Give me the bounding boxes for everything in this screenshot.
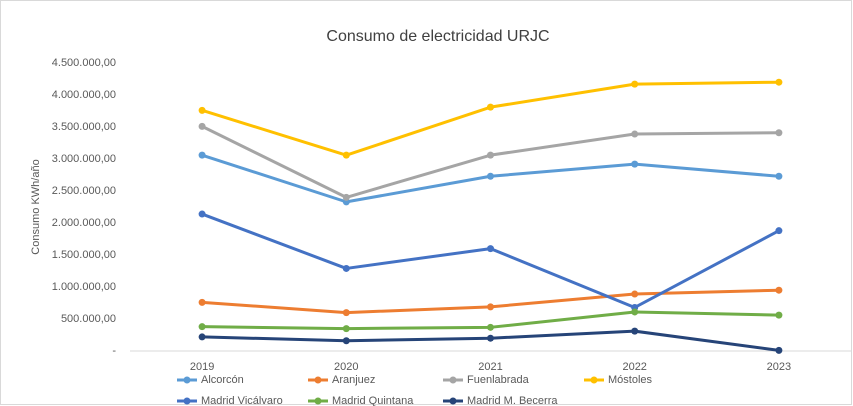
point-marker xyxy=(342,193,350,201)
point-marker xyxy=(775,172,783,180)
x-tick-label: 2022 xyxy=(622,361,646,373)
point-marker xyxy=(487,151,494,159)
legend-marker xyxy=(314,376,322,384)
point-marker xyxy=(487,103,494,111)
x-tick-label: 2019 xyxy=(190,361,214,373)
y-tick-label: 3.500.000,00 xyxy=(52,121,116,133)
legend-marker xyxy=(449,376,457,384)
point-marker xyxy=(775,129,783,137)
y-tick-label: 1.500.000,00 xyxy=(52,249,116,261)
point-marker xyxy=(198,210,206,218)
point-marker xyxy=(198,333,206,341)
legend-marker xyxy=(314,397,322,405)
y-tick-label: 2.000.000,00 xyxy=(52,217,116,229)
point-marker xyxy=(198,323,206,331)
chart-title: Consumo de electricidad URJC xyxy=(326,28,549,45)
point-marker xyxy=(775,286,783,294)
y-tick-label: 3.000.000,00 xyxy=(52,153,116,165)
y-tick-label: 4.500.000,00 xyxy=(52,57,116,69)
y-tick-label: 500.000,00 xyxy=(61,313,116,325)
legend-label: Madrid Vicálvaro xyxy=(201,395,283,406)
point-marker xyxy=(342,151,350,159)
point-marker xyxy=(342,264,350,272)
legend-marker xyxy=(183,376,191,384)
legend-marker xyxy=(590,376,598,384)
point-marker xyxy=(631,308,639,316)
y-tick-label: 1.000.000,00 xyxy=(52,281,116,293)
point-marker xyxy=(487,323,494,331)
point-marker xyxy=(198,106,206,114)
y-axis-label: Consumo KWh/año xyxy=(30,159,42,254)
legend-marker xyxy=(183,397,191,405)
point-marker xyxy=(198,122,206,130)
point-marker xyxy=(487,303,494,311)
legend-marker xyxy=(449,397,457,405)
point-marker xyxy=(775,227,783,235)
point-marker xyxy=(631,290,639,298)
y-tick-label: 2.500.000,00 xyxy=(52,185,116,197)
x-tick-label: 2020 xyxy=(334,361,358,373)
x-tick-label: 2021 xyxy=(478,361,502,373)
point-marker xyxy=(342,309,350,317)
point-marker xyxy=(775,311,783,319)
point-marker xyxy=(487,245,494,253)
legend-label: Alcorcón xyxy=(201,374,244,386)
point-marker xyxy=(775,78,783,86)
point-marker xyxy=(631,130,639,138)
legend-label: Madrid M. Becerra xyxy=(467,395,558,406)
point-marker xyxy=(342,325,350,333)
y-tick-label: - xyxy=(112,345,116,357)
point-marker xyxy=(198,151,206,159)
legend-label: Madrid Quintana xyxy=(332,395,414,406)
point-marker xyxy=(342,337,350,345)
point-marker xyxy=(631,327,639,335)
legend-label: Aranjuez xyxy=(332,374,375,386)
legend-label: Móstoles xyxy=(608,374,653,386)
point-marker xyxy=(198,298,206,306)
point-marker xyxy=(775,346,783,354)
point-marker xyxy=(631,80,639,88)
point-marker xyxy=(487,334,494,342)
y-tick-label: 4.000.000,00 xyxy=(52,89,116,101)
point-marker xyxy=(487,172,494,180)
legend-label: Fuenlabrada xyxy=(467,374,530,386)
x-tick-label: 2023 xyxy=(767,361,791,373)
point-marker xyxy=(631,160,639,168)
